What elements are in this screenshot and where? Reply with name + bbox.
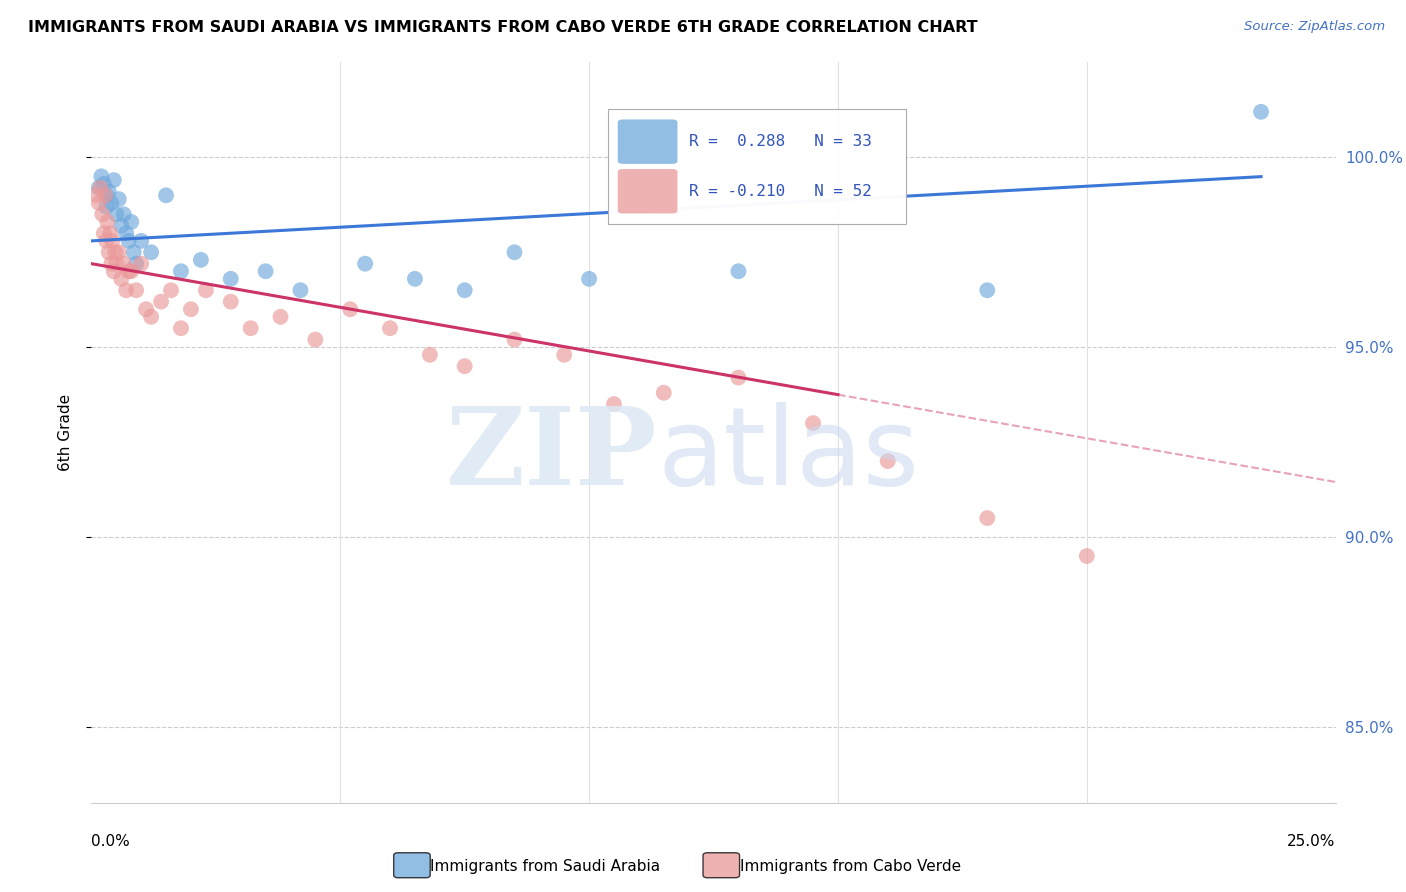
Point <box>150 294 173 309</box>
Point <box>87 195 110 210</box>
Point <box>96 188 118 202</box>
Point <box>419 348 441 362</box>
Point <box>105 207 128 221</box>
Point <box>87 180 110 194</box>
Point <box>219 272 242 286</box>
Point <box>170 264 193 278</box>
Point <box>155 188 177 202</box>
Text: Immigrants from Saudi Arabia: Immigrants from Saudi Arabia <box>430 859 661 873</box>
Point <box>270 310 292 324</box>
Point <box>553 348 575 362</box>
Point <box>103 173 125 187</box>
Point <box>219 294 242 309</box>
Text: atlas: atlas <box>658 401 920 508</box>
Point <box>94 188 117 202</box>
Point <box>103 264 125 278</box>
Text: IMMIGRANTS FROM SAUDI ARABIA VS IMMIGRANTS FROM CABO VERDE 6TH GRADE CORRELATION: IMMIGRANTS FROM SAUDI ARABIA VS IMMIGRAN… <box>28 20 977 35</box>
Point <box>354 257 377 271</box>
Point <box>91 207 114 221</box>
Point <box>503 333 526 347</box>
Text: Source: ZipAtlas.com: Source: ZipAtlas.com <box>1244 20 1385 33</box>
Point <box>120 215 142 229</box>
Point <box>125 257 148 271</box>
Point <box>652 385 675 400</box>
Point <box>107 192 129 206</box>
Text: R = -0.210   N = 52: R = -0.210 N = 52 <box>689 184 872 199</box>
Point <box>90 169 112 184</box>
Point <box>112 207 135 221</box>
Point <box>976 283 998 297</box>
Point <box>976 511 998 525</box>
Point <box>339 302 361 317</box>
Point <box>97 245 120 260</box>
Point <box>129 257 152 271</box>
Point <box>107 245 129 260</box>
Point <box>727 370 749 384</box>
Point <box>160 283 183 297</box>
Text: R =  0.288   N = 33: R = 0.288 N = 33 <box>689 134 872 149</box>
Point <box>115 227 138 241</box>
Point <box>100 257 122 271</box>
Point <box>120 264 142 278</box>
Point <box>93 177 115 191</box>
Point <box>93 227 115 241</box>
Point <box>404 272 426 286</box>
FancyBboxPatch shape <box>617 120 678 164</box>
Point <box>139 245 162 260</box>
Point <box>727 264 749 278</box>
FancyBboxPatch shape <box>607 109 907 224</box>
Point <box>118 234 141 248</box>
Point <box>876 454 898 468</box>
Text: 0.0%: 0.0% <box>91 834 131 849</box>
Point <box>453 283 475 297</box>
Point <box>89 180 111 194</box>
Point <box>115 283 138 297</box>
Point <box>239 321 262 335</box>
Point <box>118 264 141 278</box>
Point <box>125 283 148 297</box>
Point <box>104 245 127 260</box>
Point <box>180 302 202 317</box>
Point <box>86 188 108 202</box>
Point <box>254 264 277 278</box>
Point <box>110 272 132 286</box>
Point <box>378 321 401 335</box>
Point <box>503 245 526 260</box>
Point <box>110 219 132 233</box>
Point <box>100 195 122 210</box>
Point <box>603 397 626 411</box>
Point <box>97 185 120 199</box>
Point <box>194 283 217 297</box>
Point <box>96 215 118 229</box>
Point <box>304 333 326 347</box>
Point <box>170 321 193 335</box>
FancyBboxPatch shape <box>617 169 678 213</box>
Point <box>290 283 312 297</box>
Point <box>122 245 145 260</box>
Point <box>105 257 128 271</box>
Y-axis label: 6th Grade: 6th Grade <box>58 394 73 471</box>
Point <box>1250 104 1272 119</box>
Point <box>801 416 824 430</box>
Point <box>98 227 121 241</box>
Point <box>101 234 124 248</box>
Point <box>1076 549 1098 563</box>
Text: 25.0%: 25.0% <box>1288 834 1336 849</box>
Text: ZIP: ZIP <box>446 401 658 508</box>
Point <box>96 234 118 248</box>
Point <box>139 310 162 324</box>
Point <box>578 272 600 286</box>
Point <box>112 257 135 271</box>
Point <box>96 200 118 214</box>
Point <box>190 252 212 267</box>
Text: Immigrants from Cabo Verde: Immigrants from Cabo Verde <box>740 859 960 873</box>
Point <box>135 302 157 317</box>
Point <box>129 234 152 248</box>
Point <box>453 359 475 374</box>
